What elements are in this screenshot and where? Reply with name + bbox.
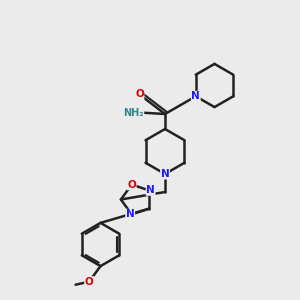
Text: O: O <box>135 89 144 100</box>
Text: O: O <box>127 180 136 190</box>
Text: N: N <box>146 185 155 195</box>
Text: N: N <box>191 91 200 101</box>
Text: N: N <box>160 169 169 179</box>
Text: N: N <box>126 209 135 219</box>
Text: O: O <box>85 277 94 287</box>
Text: NH₂: NH₂ <box>123 107 144 118</box>
